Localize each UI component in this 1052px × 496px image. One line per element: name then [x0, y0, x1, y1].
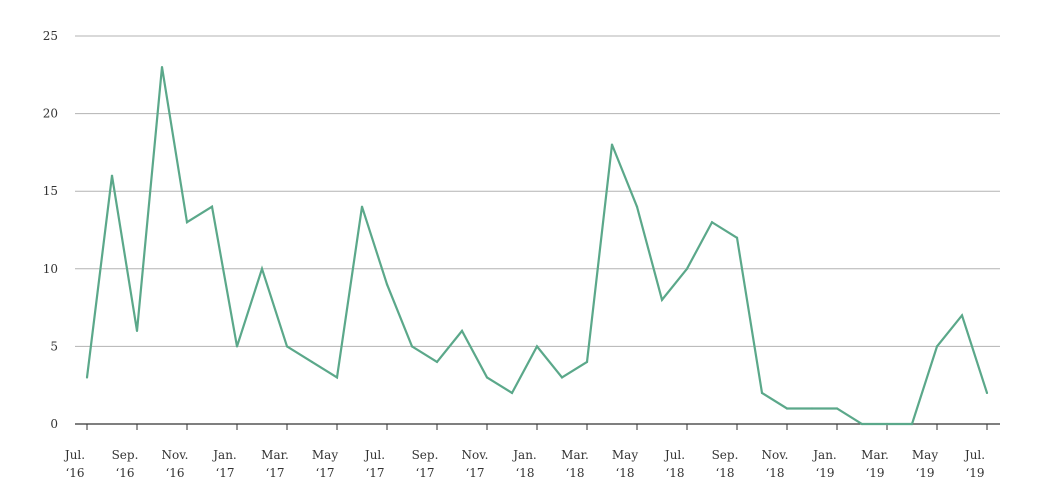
x-tick-label: Nov. ‘16	[162, 448, 189, 480]
y-axis-ticks: 0 5 10 15 20 25	[43, 29, 58, 431]
data-point	[285, 345, 289, 348]
x-tick-label: Mar. ‘17	[261, 448, 289, 480]
data-point	[835, 407, 839, 410]
x-tick-label: May ‘18	[612, 448, 638, 480]
data-point	[585, 360, 589, 364]
data-point	[160, 65, 164, 69]
data-point	[110, 174, 114, 177]
y-tick-label: 5	[50, 339, 58, 353]
data-point	[410, 345, 414, 348]
data-point	[435, 360, 439, 364]
y-tick-label: 25	[43, 29, 58, 43]
x-tick-label: Mar. ‘19	[861, 448, 889, 480]
x-tick-label: Jan. ‘17	[211, 448, 237, 480]
data-point	[885, 422, 889, 426]
data-point	[760, 391, 764, 395]
x-tick-label: Jul. ‘17	[363, 448, 385, 480]
x-tick-label: May ‘17	[312, 448, 338, 480]
data-point	[360, 205, 364, 208]
data-point	[85, 376, 89, 379]
data-point	[635, 205, 639, 208]
data-point	[135, 329, 139, 332]
x-tick-label: Nov. ‘18	[762, 448, 789, 480]
y-tick-label: 20	[43, 107, 58, 121]
x-tick-label: Sep. ‘17	[412, 448, 439, 480]
data-point	[860, 422, 864, 426]
data-point	[985, 391, 989, 395]
series-line-0	[85, 66, 989, 426]
series-layer	[85, 65, 989, 426]
data-point	[560, 376, 564, 379]
y-tick-label: 15	[43, 184, 58, 198]
x-tick-label: Sep. ‘16	[112, 448, 139, 480]
data-point	[685, 267, 689, 270]
x-tick-label: Jan. ‘19	[811, 448, 837, 480]
x-tick-label: Mar. ‘18	[561, 448, 589, 480]
data-point	[310, 360, 314, 364]
data-point	[810, 407, 814, 410]
data-point	[960, 314, 964, 317]
x-axis-ticks: Jul. ‘16 Sep. ‘16 Nov. ‘16 Jan. ‘17 Mar. ‘17 May ‘1…	[63, 424, 988, 480]
data-point	[235, 345, 239, 348]
data-point	[710, 221, 714, 224]
data-point	[260, 267, 264, 270]
data-point	[510, 391, 514, 395]
data-point	[610, 143, 614, 146]
data-point	[535, 345, 539, 348]
data-point	[935, 345, 939, 348]
x-tick-label: Nov. ‘17	[462, 448, 489, 480]
data-point	[485, 376, 489, 379]
y-tick-label: 10	[43, 262, 58, 276]
y-tick-label: 0	[50, 417, 58, 431]
data-point	[660, 298, 664, 301]
grid-layer	[75, 35, 1000, 425]
data-point	[910, 422, 914, 426]
data-point	[460, 329, 464, 332]
data-point	[785, 407, 789, 410]
x-tick-label: Jul. ‘18	[663, 448, 685, 480]
data-point	[385, 283, 389, 286]
x-tick-label: Jul. ‘19	[963, 448, 985, 480]
x-tick-label: Sep. ‘18	[712, 448, 739, 480]
data-point	[335, 376, 339, 379]
x-tick-label: Jan. ‘18	[511, 448, 537, 480]
x-tick-label: May ‘19	[912, 448, 938, 480]
data-point	[185, 221, 189, 224]
data-point	[210, 205, 214, 208]
data-point	[735, 236, 739, 239]
x-tick-label: Jul. ‘16	[63, 448, 85, 480]
